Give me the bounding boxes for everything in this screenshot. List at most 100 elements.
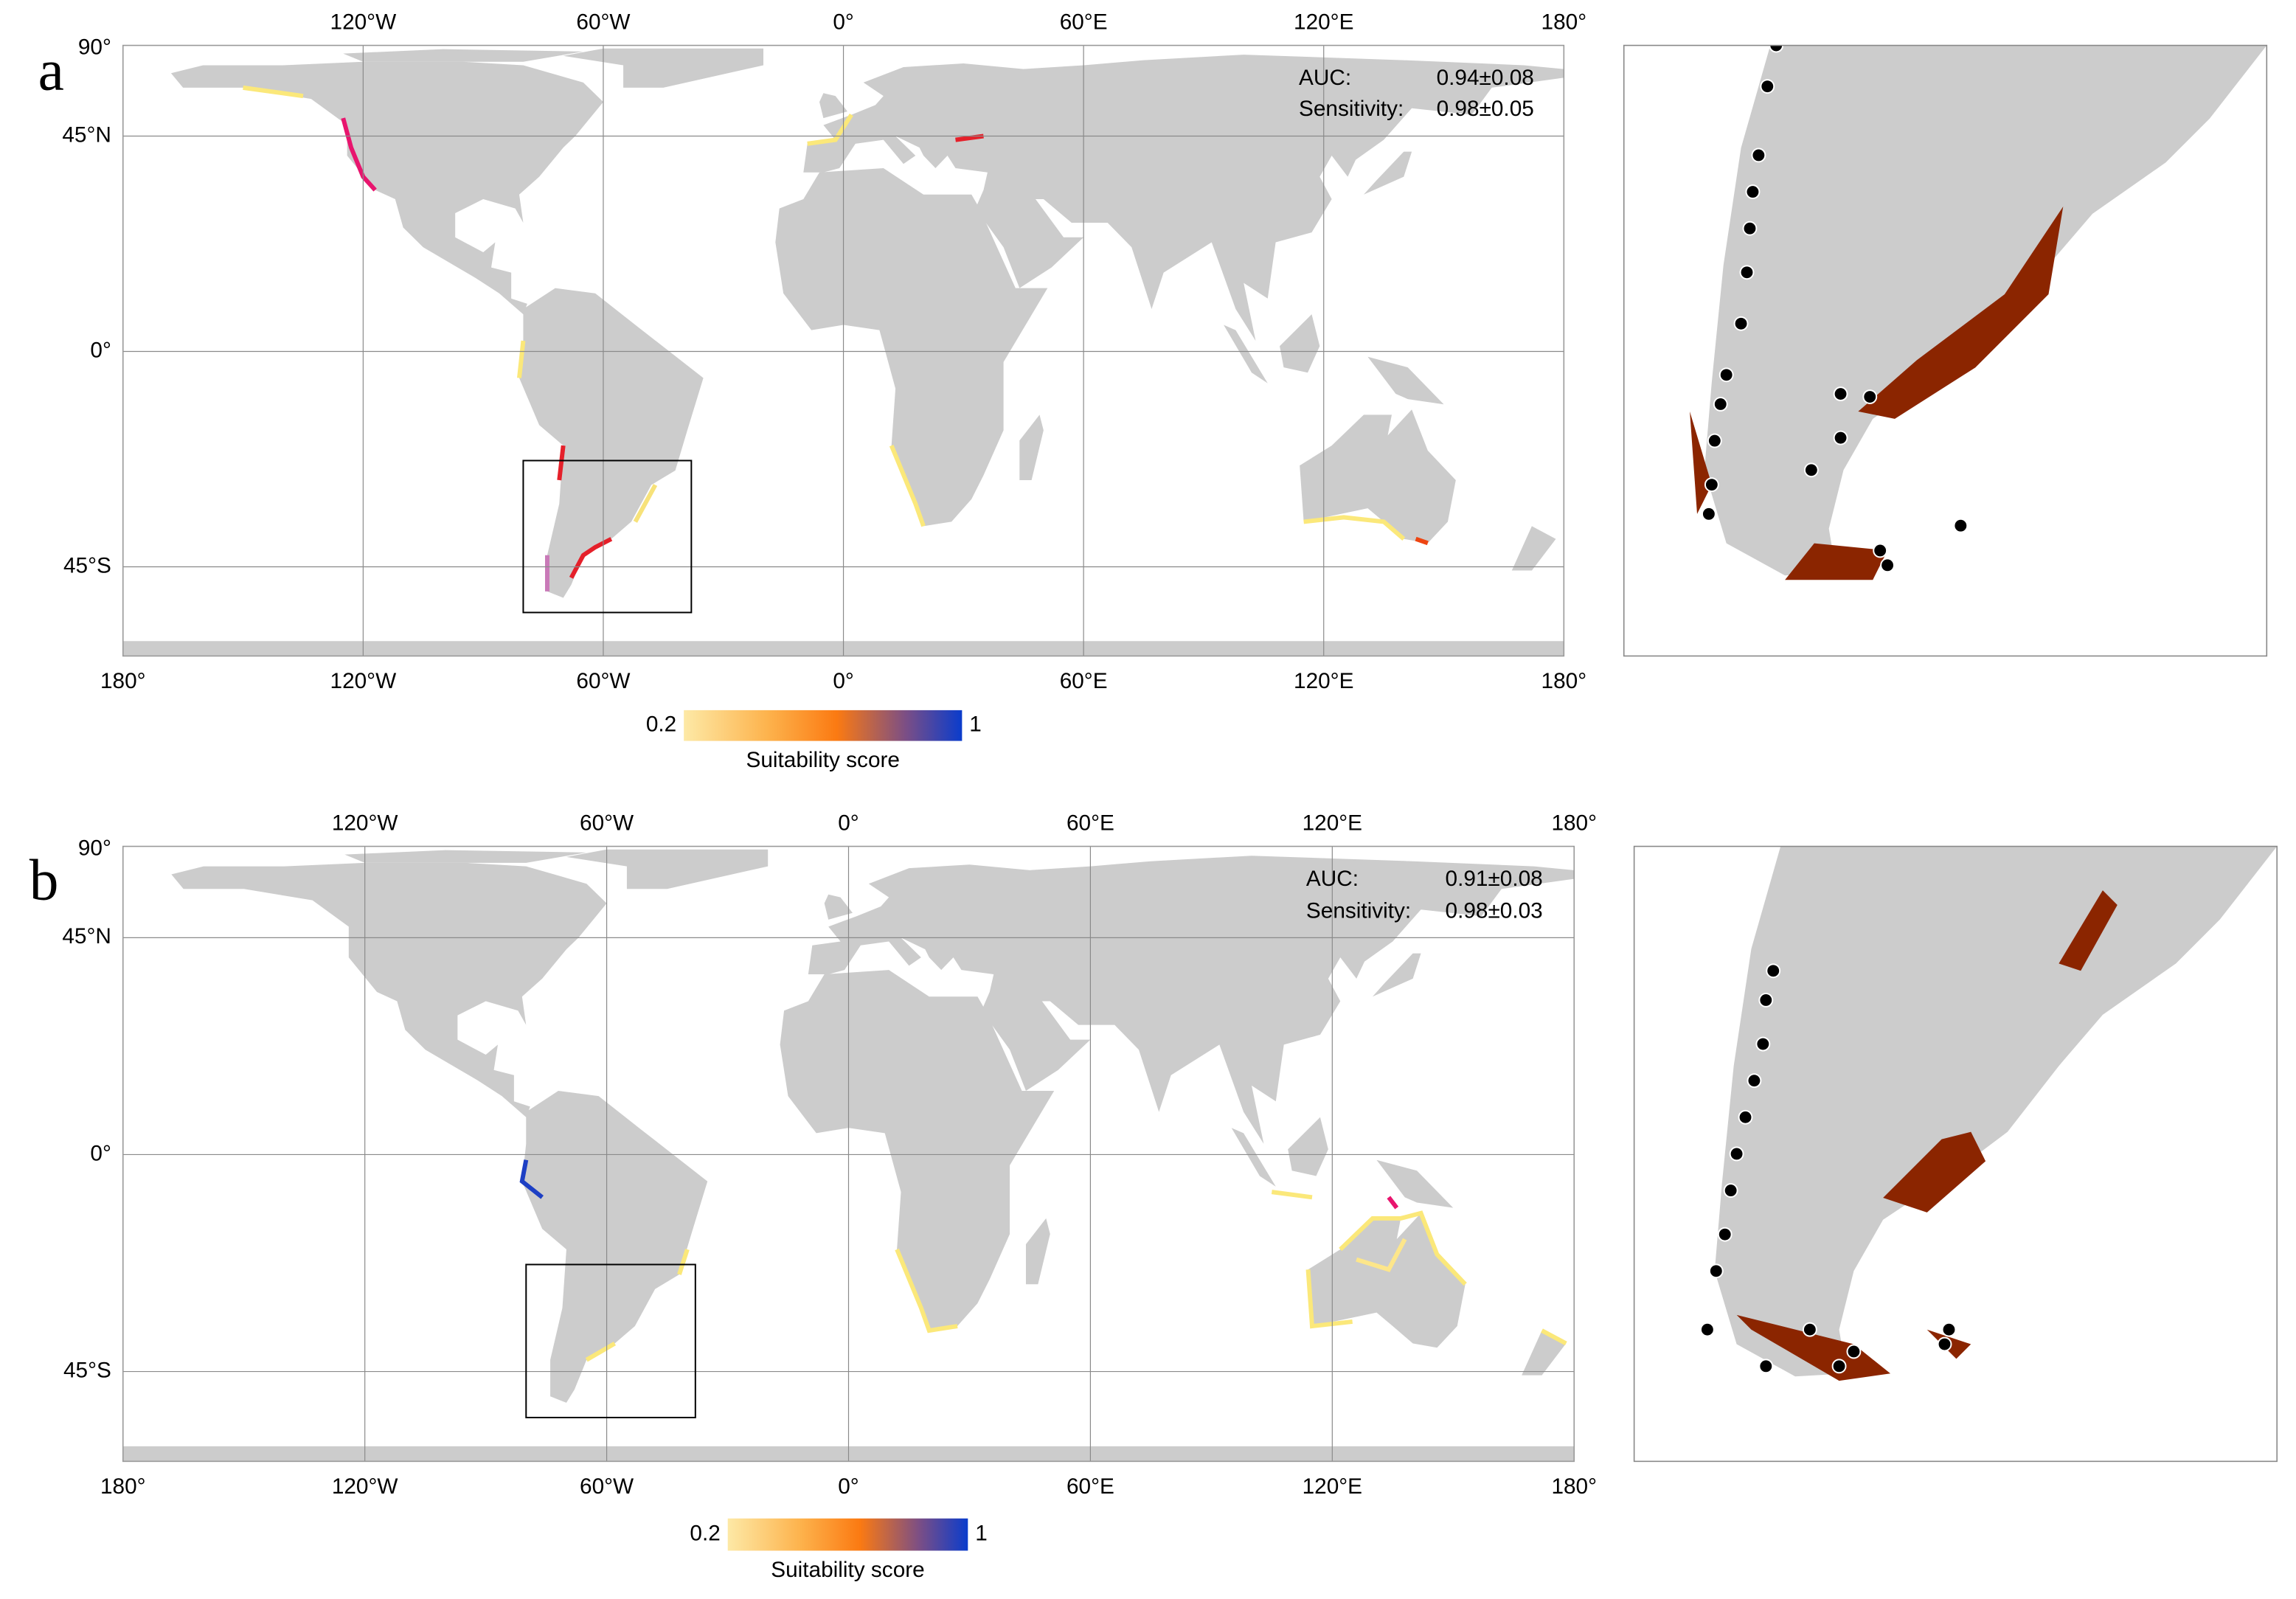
suitable-area (1693, 1271, 1891, 1381)
lon-label-top: 120°E (1303, 811, 1362, 836)
colorbar-min: 0.2 (690, 1521, 720, 1545)
occurrence-point (1707, 433, 1722, 448)
inset-box (522, 459, 693, 614)
lon-label-bottom: 180° (100, 669, 146, 693)
map-frame (122, 845, 1575, 1463)
colorbar-max: 1 (975, 1521, 988, 1545)
lon-label-bottom: 180° (1551, 1474, 1597, 1499)
land (1280, 314, 1320, 373)
panel-label: a (38, 38, 64, 103)
land (808, 856, 1575, 1144)
lat-label: 90° (78, 35, 111, 59)
colorbar (684, 710, 963, 741)
suitable-area (2059, 890, 2118, 971)
lon-label-top: 60°W (580, 811, 634, 836)
occurrence-point (1729, 1146, 1744, 1162)
occurrence-point (1739, 265, 1755, 280)
occurrence-point (1738, 1109, 1753, 1125)
land (1308, 1213, 1466, 1348)
metric-name: AUC: (1299, 66, 1351, 90)
metric-name: Sensitivity: (1306, 899, 1411, 923)
land (1367, 356, 1444, 405)
lon-label-top: 0° (833, 10, 853, 35)
land (824, 894, 853, 920)
lon-label-top: 60°W (576, 10, 630, 35)
lon-label-bottom: 0° (838, 1474, 859, 1499)
suitable-coast (243, 85, 304, 99)
lon-label-top: 120°E (1294, 10, 1353, 35)
lon-label-top: 120°W (330, 10, 397, 35)
colorbar-title: Suitability score (771, 1558, 924, 1582)
suitable-coast (633, 484, 658, 523)
occurrence-point (1751, 148, 1766, 163)
occurrence-point (1733, 316, 1749, 331)
occurrence-point (1717, 1227, 1733, 1242)
lon-label-bottom: 180° (1541, 669, 1587, 693)
suitable-coast (1305, 1269, 1353, 1329)
suitable-coast (895, 1248, 958, 1333)
occurrence-point (1766, 963, 1781, 979)
occurrence-point (1803, 462, 1819, 478)
land (518, 288, 704, 598)
occurrence-point (1755, 1036, 1771, 1052)
lon-label-bottom: 60°W (576, 669, 630, 693)
occurrence-point (1708, 1263, 1724, 1279)
suitable-coast (519, 1159, 544, 1199)
lon-label-top: 180° (1551, 811, 1597, 836)
occurrence-point (1873, 543, 1888, 558)
lon-label-bottom: 60°E (1060, 669, 1108, 693)
suitable-coast (1541, 1328, 1567, 1346)
occurrence-point (1831, 1359, 1847, 1374)
metric-name: Sensitivity: (1299, 97, 1404, 121)
land (563, 48, 764, 88)
occurrence-point (1846, 1344, 1862, 1359)
occurrence-point (1802, 1322, 1817, 1337)
lon-label-bottom: 60°E (1067, 1474, 1114, 1499)
occurrence-point (1742, 221, 1758, 236)
land (1511, 526, 1556, 571)
land (1522, 1331, 1567, 1376)
land (1288, 1117, 1328, 1176)
lat-label: 0° (90, 1141, 111, 1165)
occurrence-point (1880, 558, 1896, 573)
suitable-area (1883, 1131, 1986, 1213)
lat-label: 45°N (62, 122, 111, 147)
suitable-coast (1271, 1190, 1313, 1200)
metric-value: 0.94±0.08 (1437, 66, 1534, 90)
suitable-area (1858, 206, 2064, 419)
occurrence-point (1862, 389, 1878, 404)
land (344, 850, 587, 863)
lon-label-top: 60°E (1060, 10, 1108, 35)
occurrence-point (1760, 79, 1775, 94)
lat-label: 0° (90, 338, 111, 362)
land (1224, 325, 1268, 384)
suitable-coast (1387, 1196, 1399, 1210)
land (171, 862, 607, 1117)
occurrence-point (1745, 184, 1761, 200)
occurrence-point (1833, 430, 1848, 445)
lon-label-top: 120°W (332, 811, 398, 836)
lon-label-top: 180° (1541, 10, 1587, 35)
lon-label-bottom: 120°E (1303, 1474, 1362, 1499)
metric-value: 0.98±0.03 (1446, 899, 1543, 923)
land (1019, 415, 1044, 481)
occurrence-point (1758, 1359, 1774, 1374)
occurrence-point (1937, 1336, 1952, 1352)
colorbar (727, 1518, 968, 1551)
suitable-coast (677, 1249, 690, 1275)
suitable-coast (585, 1341, 617, 1362)
lon-label-bottom: 60°W (580, 1474, 634, 1499)
land (819, 93, 847, 119)
land (170, 61, 603, 315)
land (1364, 151, 1412, 195)
metric-name: AUC: (1306, 867, 1359, 891)
suitable-coast (1356, 1238, 1407, 1272)
suitable-coast (557, 445, 566, 481)
occurrence-point (1701, 506, 1716, 521)
lat-label: 45°N (62, 924, 111, 948)
occurrence-point (1833, 386, 1848, 401)
land (521, 1090, 708, 1403)
suitable-coast (1339, 1210, 1467, 1286)
lat-label: 45°S (63, 553, 111, 577)
